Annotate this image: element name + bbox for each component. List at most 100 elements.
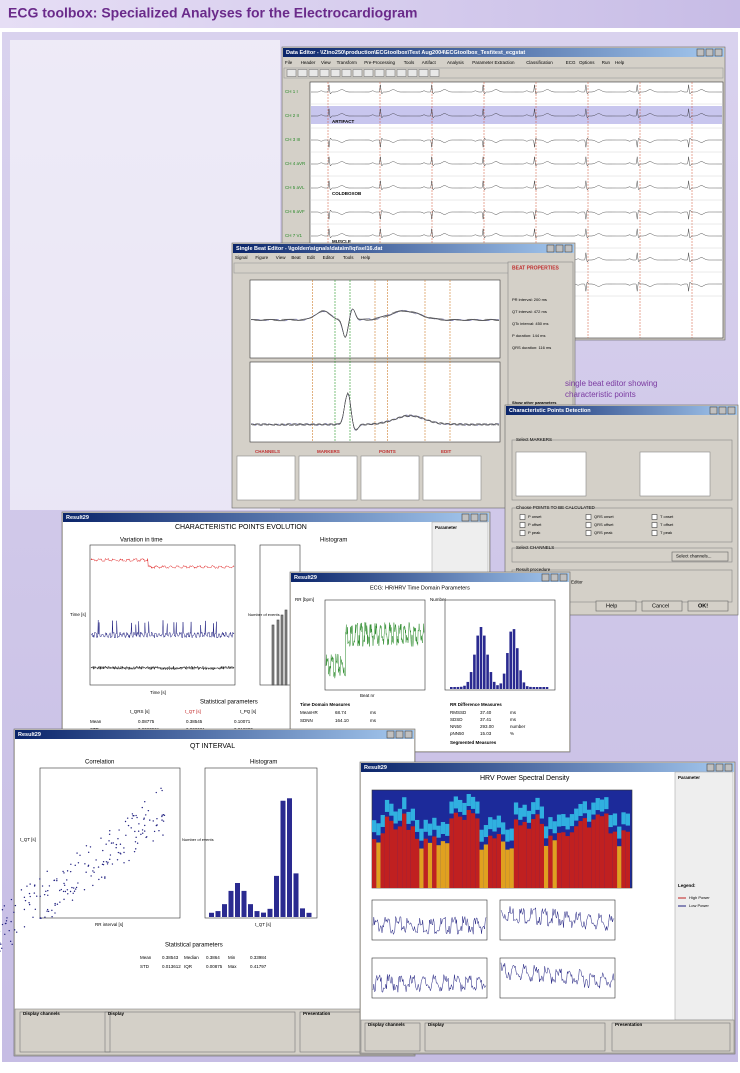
plot-area (204, 767, 318, 919)
label: CH 6 aVF (285, 209, 305, 214)
label: Options (579, 60, 595, 65)
spectro-cell (372, 820, 377, 833)
scatter-dot (76, 852, 78, 854)
label: t_QT [s] (255, 922, 271, 927)
label: SDNN (300, 718, 313, 723)
scatter-dot (46, 910, 48, 912)
side-panel (674, 771, 734, 1021)
title-bar (291, 573, 569, 582)
scatter-dot (105, 861, 108, 863)
scatter-dot (62, 890, 65, 893)
label: COLDBOXOB (332, 191, 362, 196)
scatter-dot (162, 820, 165, 822)
trace (90, 619, 235, 639)
window-button (386, 730, 395, 739)
hist-bar (539, 687, 542, 689)
label: t_QT [s] (185, 709, 201, 714)
scatter-dot (100, 876, 103, 878)
spectro-cell (569, 832, 575, 888)
spectro-cell (574, 808, 579, 821)
label: ARTIFACT (332, 119, 354, 124)
checkbox (651, 530, 658, 536)
scatter-dot (74, 888, 77, 890)
scatter-dot (56, 879, 58, 882)
label: EDIT (441, 449, 452, 454)
label: Cancel (652, 603, 669, 609)
scatter-dot (10, 920, 12, 923)
label: PR interval: 200 ms (512, 297, 547, 302)
scatter-dot (130, 827, 132, 829)
label: Number of events (182, 837, 214, 842)
scatter-dot (143, 818, 145, 821)
scatter-dot (4, 922, 7, 925)
hist-bar (209, 912, 214, 917)
hist-bar (522, 682, 526, 689)
tool-button (330, 69, 341, 77)
group-box (364, 1022, 421, 1052)
window-button (718, 406, 727, 415)
scatter-dot (79, 854, 81, 856)
scatter-dot (93, 871, 95, 873)
spectro-cell (569, 814, 575, 827)
label: RR [bpm] (295, 597, 314, 602)
list-box (515, 451, 587, 497)
scatter-dot (90, 875, 92, 877)
scatter-dot (53, 879, 55, 882)
hist-bar (535, 686, 539, 689)
scatter-dot (161, 819, 163, 821)
spectro-cell (621, 812, 626, 825)
hist-bar (463, 685, 466, 689)
spectro-cell (582, 801, 587, 814)
scatter-dot (46, 870, 48, 873)
window-button (546, 244, 555, 253)
scatter-dot (0, 950, 1, 952)
scatter-dot (149, 819, 151, 821)
hist-bar (241, 890, 247, 917)
spectro-cell (488, 817, 493, 830)
scatter-dot (126, 817, 129, 819)
label: Correlation (85, 760, 114, 766)
label: Result29 (18, 732, 41, 738)
scatter-dot (134, 830, 136, 833)
spectro-cell (389, 803, 394, 816)
spectro-cell (492, 819, 497, 832)
window-button (724, 763, 733, 772)
hist-bar (459, 686, 463, 689)
hist-bar (271, 624, 275, 686)
scatter-dot (74, 864, 76, 867)
scatter-dot (47, 894, 49, 896)
scatter-dot (135, 848, 137, 850)
checkbox (519, 514, 526, 520)
label: Result29 (66, 515, 89, 521)
group-box (611, 1022, 731, 1052)
control-panel (360, 1019, 735, 1054)
spectro-cell (479, 849, 484, 888)
label: QT INTERVAL (190, 743, 235, 750)
spectro-cell (535, 814, 540, 888)
scatter-dot (106, 863, 109, 865)
scatter-dot (1, 909, 4, 911)
spectro-cell (372, 839, 377, 888)
scatter-dot (104, 877, 106, 879)
scatter-dot (23, 908, 26, 911)
label: Show other parameters (512, 400, 557, 405)
scatter-dot (143, 817, 145, 819)
label: Min (228, 955, 236, 960)
scatter-dot (102, 849, 104, 852)
label: Presentation (615, 1022, 643, 1027)
spectro-cell (595, 814, 600, 888)
spectro-cell (621, 830, 626, 888)
label: Parameter (435, 525, 457, 530)
spectro-cell (453, 812, 458, 888)
spectro-cell (531, 802, 536, 815)
scatter-dot (28, 901, 30, 904)
scatter-dot (131, 813, 134, 815)
label: Statistical parameters (200, 700, 258, 706)
scatter-dot (32, 916, 34, 919)
tool-button (396, 69, 407, 77)
plot-area (499, 899, 616, 941)
trace (311, 209, 722, 220)
label: P onset (528, 514, 542, 519)
scatter-dot (116, 859, 119, 861)
label: ECG: HR/HRV Time Domain Parameters (370, 585, 470, 591)
